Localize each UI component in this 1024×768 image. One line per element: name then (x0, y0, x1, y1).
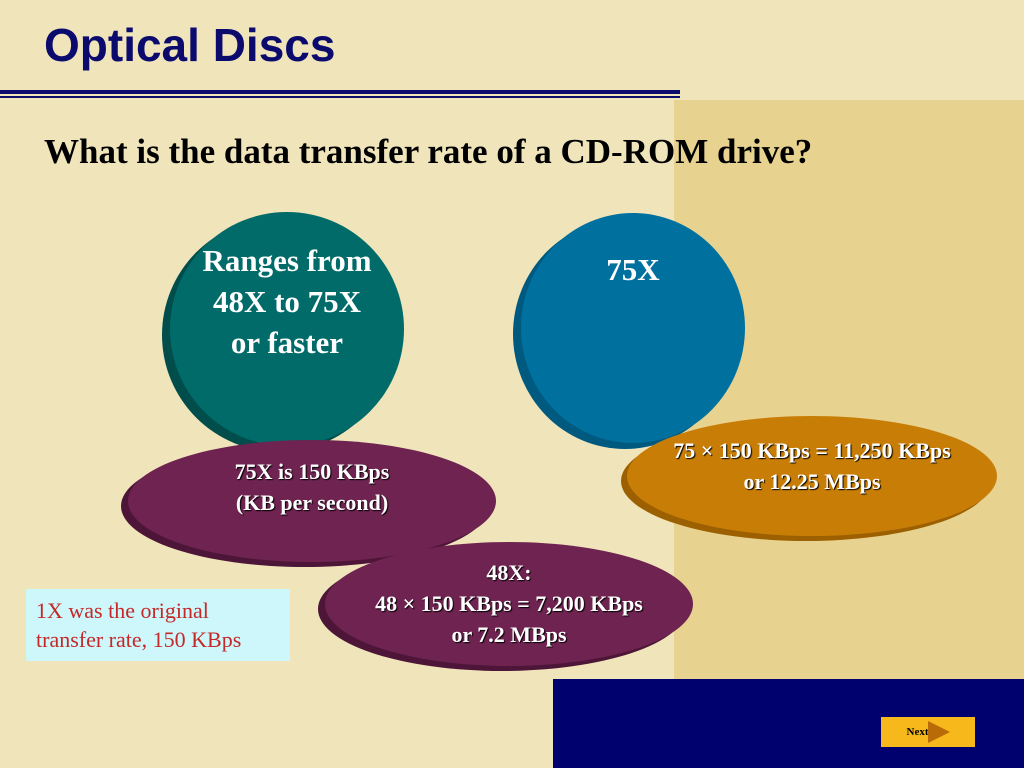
calc-48x-text: 48X: 48 × 150 KBps = 7,200 KBps or 7.2 M… (375, 559, 643, 647)
slide-title: Optical Discs (44, 19, 336, 71)
note-box: 1X was the original transfer rate, 150 K… (26, 589, 290, 661)
max-speed-circle: 75X (521, 213, 745, 443)
range-circle: Ranges from 48X to 75X or faster (170, 212, 404, 446)
background-panel-right (674, 100, 1024, 680)
rate-75x-text: 75X is 150 KBps (KB per second) (234, 459, 390, 515)
play-arrow-icon (927, 721, 950, 743)
next-button[interactable]: Next (881, 717, 975, 747)
title-underline (0, 90, 680, 94)
title-underline-thin (0, 96, 680, 98)
calc-75x-ellipse: 75 × 150 KBps = 11,250 KBps or 12.25 MBp… (627, 416, 997, 536)
rate-75x-ellipse: 75X is 150 KBps (KB per second) (128, 440, 496, 562)
max-speed-circle-text: 75X (606, 252, 660, 287)
calc-48x-ellipse: 48X: 48 × 150 KBps = 7,200 KBps or 7.2 M… (325, 542, 693, 666)
calc-75x-text: 75 × 150 KBps = 11,250 KBps or 12.25 MBp… (673, 438, 951, 494)
next-button-label: Next (906, 726, 929, 738)
range-circle-text: Ranges from 48X to 75X or faster (202, 242, 372, 360)
slide-question: What is the data transfer rate of a CD-R… (44, 132, 813, 171)
